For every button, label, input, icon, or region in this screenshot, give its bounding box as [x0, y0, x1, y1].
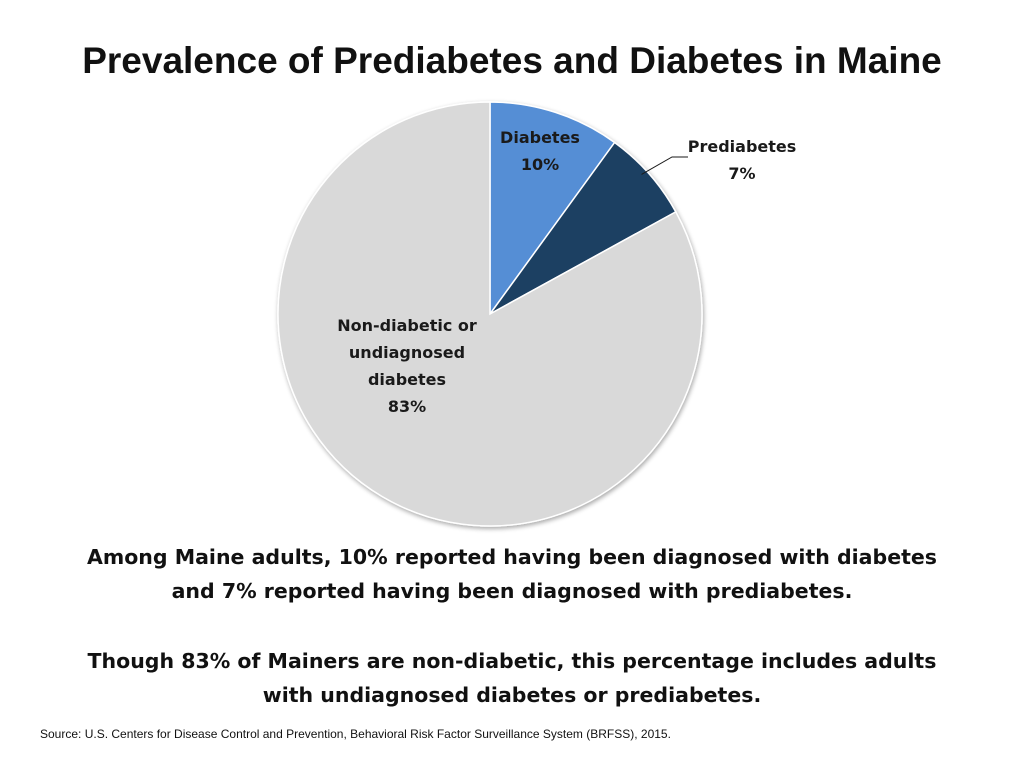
caption-nondiabetic-line1: Though 83% of Mainers are non-diabetic, …	[87, 649, 937, 673]
slice-label-non-diabetic-or-undiagnosed-diabetes: Non-diabetic or undiagnosed diabetes 83%	[337, 316, 477, 416]
caption-nondiabetic-line2: with undiagnosed diabetes or prediabetes…	[262, 683, 762, 707]
leader-line-prediabetes	[641, 156, 688, 175]
slice-label-prediabetes: Prediabetes 7%	[688, 137, 797, 183]
pie-slice-diabetes	[489, 101, 616, 317]
caption-diagnosed-line1: Among Maine adults, 10% reported having …	[86, 545, 938, 569]
pie-labels: Diabetes 10% Prediabetes 7% Non-diabetic or u…	[337, 128, 796, 416]
caption-nondiabetic: Though 83% of Mainers are non-diabetic, …	[60, 644, 964, 712]
pie-slice-non-diabetic-or-undiagnosed-diabetes	[277, 101, 703, 527]
pie-chart-svg: Diabetes 10% Prediabetes 7% Non-diabetic or u…	[277, 101, 796, 527]
caption-diagnosed: Among Maine adults, 10% reported having …	[60, 540, 964, 608]
slice-label-diabetes: Diabetes 10%	[500, 128, 580, 174]
source-note: Source: U.S. Centers for Disease Control…	[40, 727, 671, 741]
pie-slices	[277, 101, 703, 527]
chart-title: Prevalence of Prediabetes and Diabetes i…	[82, 40, 942, 81]
caption-diagnosed-line2: and 7% reported having been diagnosed wi…	[171, 579, 853, 603]
pie-chart: Diabetes 10% Prediabetes 7% Non-diabetic or u…	[277, 101, 796, 527]
